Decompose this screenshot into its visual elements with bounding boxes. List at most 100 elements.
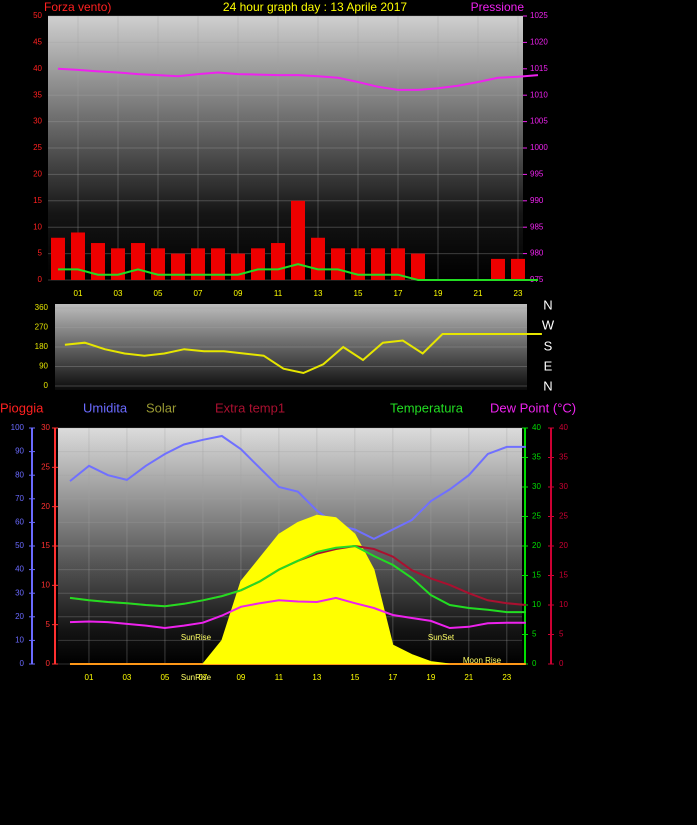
line	[58, 263, 538, 281]
y-tick-label: 50	[15, 541, 24, 550]
x-tick-label: 03	[114, 289, 123, 298]
legend-entry: Dew Point (°C)	[490, 400, 576, 415]
y-tick-label: 20	[15, 612, 24, 621]
y-tick-label: 45	[33, 38, 42, 47]
y-tick-label: 985	[530, 222, 544, 231]
y-tick-label: 10	[559, 600, 568, 609]
area	[69, 514, 526, 665]
y-tick-label: 25	[33, 143, 42, 152]
y-tick-label: 0	[20, 659, 25, 668]
bar	[291, 200, 305, 280]
y-tick-label: 50	[33, 11, 42, 20]
x-tick-label: 13	[312, 673, 321, 682]
bar	[171, 253, 185, 280]
y-tick-label: 40	[532, 423, 541, 432]
bar	[111, 248, 125, 280]
y-tick-label: 5	[38, 249, 43, 258]
line	[69, 544, 526, 614]
line	[57, 67, 539, 91]
y-tick-label: 40	[15, 565, 24, 574]
y-tick-label: 980	[530, 249, 544, 258]
annotation: SunSet	[428, 633, 455, 642]
y-tick-label: 1005	[530, 117, 548, 126]
y-tick-label: 1010	[530, 90, 548, 99]
x-tick-label: 03	[122, 673, 131, 682]
bar	[391, 248, 405, 280]
x-tick-label: 05	[160, 673, 169, 682]
y-tick-label: 0	[46, 659, 51, 668]
y-tick-label: 10	[41, 580, 50, 589]
x-tick-label: 19	[434, 289, 443, 298]
y-tick-label: 90	[39, 362, 48, 371]
y-tick-label: 0	[44, 381, 49, 390]
y-tick-label: 990	[530, 196, 544, 205]
bar	[251, 248, 265, 280]
y-tick-label: 5	[46, 620, 51, 629]
chart-title: 24 hour graph day : 13 Aprile 2017	[223, 0, 407, 14]
y-tick-label: 995	[530, 170, 544, 179]
y-tick-label: 0	[559, 659, 564, 668]
x-tick-label: 17	[388, 673, 397, 682]
y-tick-label: 15	[41, 541, 50, 550]
y-tick-label: 20	[33, 170, 42, 179]
x-tick-label: 09	[236, 673, 245, 682]
y-tick-label: 35	[33, 90, 42, 99]
compass-label: N	[543, 378, 552, 393]
line	[69, 596, 526, 630]
y-tick-label: 10	[33, 222, 42, 231]
plot-area	[55, 304, 527, 390]
x-tick-label: 13	[314, 289, 323, 298]
x-tick-label: 15	[350, 673, 359, 682]
y-tick-label: 10	[532, 600, 541, 609]
y-tick-label: 25	[532, 512, 541, 521]
x-tick-label: 21	[474, 289, 483, 298]
y-tick-label: 70	[15, 494, 24, 503]
bar	[311, 237, 325, 280]
x-tick-label: 11	[275, 673, 284, 682]
y-tick-label: 360	[35, 303, 49, 312]
line	[69, 434, 526, 541]
compass-label: N	[543, 297, 552, 312]
y-tick-label: 35	[532, 453, 541, 462]
y-tick-label: 0	[532, 659, 537, 668]
y-tick-label: 25	[559, 512, 568, 521]
x-tick-label: 05	[154, 289, 163, 298]
x-tick-label: 23	[514, 289, 523, 298]
y-tick-label: 30	[559, 482, 568, 491]
y-tick-label: 80	[15, 470, 24, 479]
x-tick-label: 11	[274, 289, 283, 298]
compass-label: S	[544, 338, 553, 353]
x-tick-label: 15	[354, 289, 363, 298]
bar	[91, 243, 105, 280]
y-tick-label: 1000	[530, 143, 548, 152]
x-tick-label: 01	[85, 673, 94, 682]
bar	[71, 232, 85, 280]
bar	[51, 237, 65, 280]
x-tick-label: 21	[464, 673, 473, 682]
annotation: SunRise	[181, 673, 212, 682]
bar	[151, 248, 165, 280]
bar	[491, 258, 505, 280]
legend-entry: Solar	[146, 400, 177, 415]
x-tick-label: 01	[74, 289, 83, 298]
y-tick-label: 0	[38, 275, 43, 284]
bar	[411, 253, 425, 280]
compass-label: W	[542, 317, 555, 332]
y-tick-label: 1020	[530, 38, 548, 47]
compass-label: E	[544, 358, 553, 373]
y-tick-label: 30	[41, 423, 50, 432]
bar	[211, 248, 225, 280]
x-tick-label: 07	[194, 289, 203, 298]
y-tick-label: 25	[41, 462, 50, 471]
x-tick-label: 09	[234, 289, 243, 298]
bar	[511, 258, 525, 280]
bar	[351, 248, 365, 280]
legend-entry: Temperatura	[390, 400, 464, 415]
bar	[331, 248, 345, 280]
bar	[371, 248, 385, 280]
y-tick-label: 1025	[530, 11, 548, 20]
y-tick-label: 35	[559, 453, 568, 462]
y-tick-label: 15	[33, 196, 42, 205]
legend-entry: Pioggia	[0, 400, 44, 415]
